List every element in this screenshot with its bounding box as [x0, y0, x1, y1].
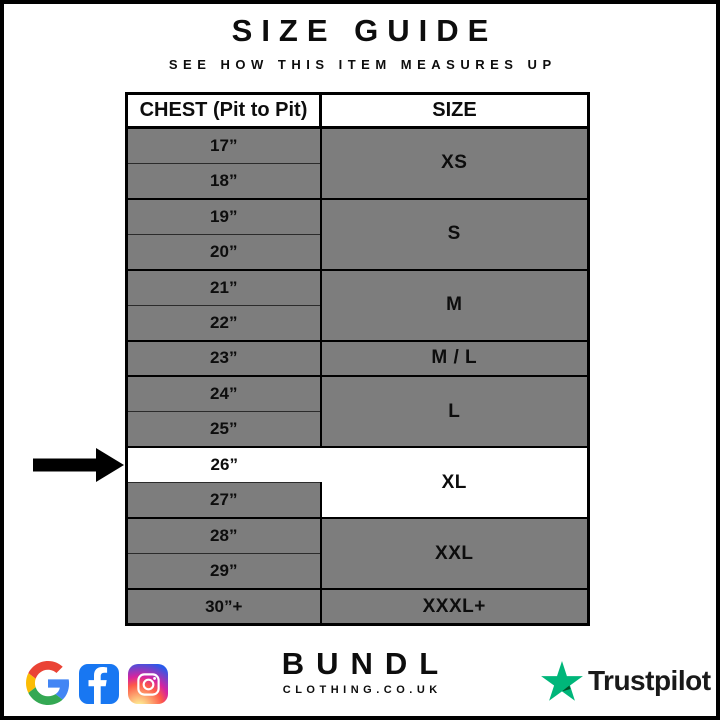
table-row: 18”: [126, 162, 589, 199]
page-title: SIZE GUIDE: [231, 13, 498, 48]
social-icons-row: [26, 661, 168, 705]
table-row: 30”+ XXXL+: [126, 588, 589, 625]
chest-measurement-cell: 18”: [126, 162, 322, 199]
table-row: 17” XS: [126, 126, 589, 199]
brand-name: BUNDL: [281, 646, 451, 681]
trustpilot-label: Trustpilot: [588, 665, 711, 696]
table-row: 19” S: [126, 197, 589, 270]
table-row: 29”: [126, 553, 589, 589]
chest-measurement-cell: 22”: [126, 304, 322, 341]
size-label-cell: L: [320, 375, 589, 447]
size-label-cell: M: [320, 268, 589, 341]
size-label-cell: XXXL+: [320, 588, 589, 625]
size-label-cell: XXL: [320, 517, 589, 589]
table-row: 26” XL: [126, 446, 589, 518]
trustpilot-logo[interactable]: Trustpilot: [541, 661, 711, 701]
chest-measurement-cell: 30”+: [126, 588, 322, 625]
table-header-chest: CHEST (Pit to Pit): [125, 92, 322, 129]
chest-measurement-cell: 25”: [126, 411, 322, 447]
chest-measurement-cell: 24”: [126, 375, 322, 412]
chest-measurement-cell: 19”: [126, 197, 322, 234]
table-row: 27”: [126, 482, 589, 518]
chest-measurement-cell: 20”: [126, 233, 322, 270]
size-label-cell: S: [320, 197, 589, 270]
table-row: 24” L: [126, 375, 589, 447]
table-row: 22”: [126, 304, 589, 341]
brand-logo: BUNDL CLOTHING.CO.UK: [0, 646, 720, 696]
table-row: 20”: [126, 233, 589, 270]
instagram-icon[interactable]: [128, 664, 168, 704]
google-icon[interactable]: [26, 661, 70, 705]
selected-size-arrow-icon: [33, 448, 124, 482]
table-header-size: SIZE: [319, 92, 590, 129]
size-table-body: 17” XS 18” 19” S 20” 21” M 22” 23” M / L 24” L 25” 26”…: [126, 126, 589, 625]
chest-measurement-cell: 28”: [126, 517, 322, 554]
table-row: 23” M / L: [126, 339, 589, 376]
chest-measurement-cell: 29”: [126, 553, 322, 589]
size-label-cell: M / L: [320, 339, 589, 376]
chest-measurement-cell: 21”: [126, 268, 322, 305]
brand-domain: CLOTHING.CO.UK: [282, 683, 442, 696]
size-guide-table: CHEST (Pit to Pit) SIZE 17” XS 18” 19” S 20” 2…: [125, 92, 590, 626]
table-row: 21” M: [126, 268, 589, 341]
size-label-cell: XS: [320, 126, 589, 199]
chest-measurement-cell: 17”: [126, 126, 322, 163]
table-row: 28” XXL: [126, 517, 589, 589]
chest-measurement-cell: 23”: [126, 339, 322, 376]
chest-measurement-cell: 26”: [126, 446, 321, 483]
table-row: 25”: [126, 411, 589, 447]
page-subtitle: SEE HOW THIS ITEM MEASURES UP: [168, 57, 557, 72]
size-label-cell: XL: [320, 446, 589, 518]
facebook-icon[interactable]: [79, 664, 119, 704]
trustpilot-star-icon: [541, 661, 583, 701]
chest-measurement-cell: 27”: [126, 482, 322, 518]
